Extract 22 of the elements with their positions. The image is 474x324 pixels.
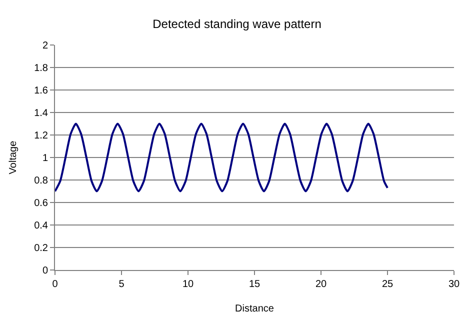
y-tick-label: 1.4 <box>34 108 48 119</box>
x-tick-label: 15 <box>248 279 260 290</box>
y-tick-label: 1.8 <box>34 63 48 74</box>
y-tick-label: 1 <box>42 153 48 164</box>
x-tick-label: 25 <box>382 279 394 290</box>
y-tick-label: 0 <box>42 266 48 276</box>
y-tick-label: 0.2 <box>34 243 48 254</box>
y-tick-label: 1.2 <box>34 130 48 142</box>
x-tick-label: 20 <box>315 279 327 290</box>
line-series <box>55 122 388 192</box>
y-axis-title: Voltage <box>8 140 20 174</box>
y-tick-label: 0.6 <box>34 198 48 209</box>
x-tick-label: 5 <box>118 279 125 290</box>
y-tick-label: 0.8 <box>34 176 48 186</box>
x-tick-label: 0 <box>52 279 58 290</box>
x-tick-label: 10 <box>182 279 194 290</box>
x-tick-label: 30 <box>448 279 460 290</box>
y-tick-label: 1.6 <box>34 86 48 96</box>
x-axis-title: Distance <box>235 304 274 314</box>
chart-title: Detected standing wave pattern <box>152 16 322 31</box>
y-tick-label: 0.4 <box>34 220 48 232</box>
y-tick-label: 2 <box>42 40 48 52</box>
